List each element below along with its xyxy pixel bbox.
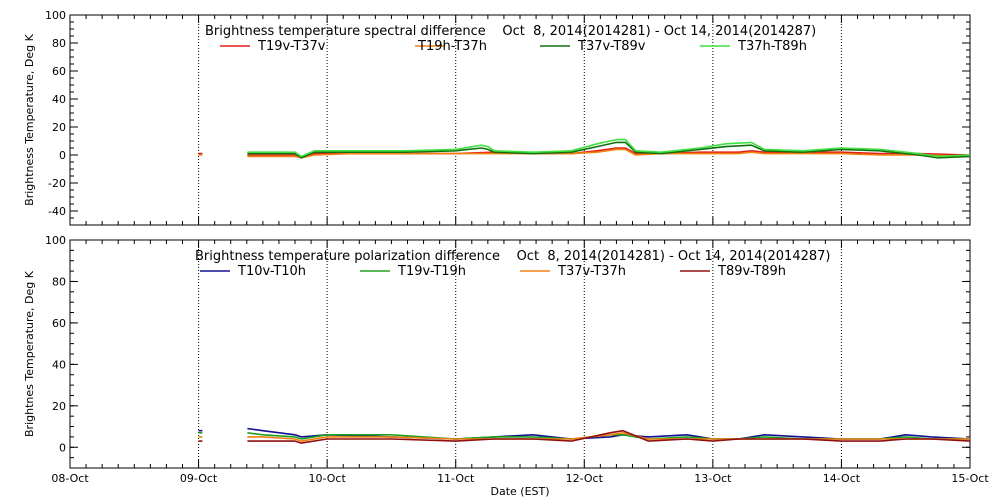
x-tick-label: 11-Oct [437,472,475,485]
chart-title: Brightness temperature polarization diff… [195,249,830,264]
y-tick-label: 0 [59,441,66,454]
spectral-difference-panel: Brightness temperature spectral differen… [23,9,971,226]
series-line-t37v-t37h [198,432,970,442]
y-tick-label: -20 [48,177,66,190]
series-line-t19h-t37h [198,148,971,159]
x-tick-label: 13-Oct [694,472,732,485]
x-tick-label: 14-Oct [823,472,861,485]
y-tick-label: 60 [52,317,66,330]
x-tick-label: 12-Oct [566,472,604,485]
y-tick-label: 80 [52,275,66,288]
legend-label: T19v-T37v [257,39,326,54]
y-tick-label: -40 [48,205,66,218]
plot-area-border [69,239,971,469]
y-tick-label: 0 [59,149,66,162]
legend-label: T19h-T37h [417,39,487,54]
y-tick-label: 60 [52,65,66,78]
series-line-t37h-t89h [247,138,971,158]
legend-label: T19v-T19h [397,264,466,279]
y-tick-label: 20 [52,121,66,134]
legend-label: T37v-T89v [577,39,646,54]
y-axis-label: Brightness Temperature, Deg K [23,33,36,205]
legend-label: T37h-T89h [737,39,807,54]
y-tick-label: 100 [45,9,66,22]
y-tick-label: 80 [52,37,66,50]
legend-label: T10v-T10h [237,264,306,279]
x-tick-label: 10-Oct [308,472,346,485]
series-line-t89v-t89h [198,429,971,444]
y-tick-label: 40 [52,93,66,106]
y-tick-label: 100 [45,234,66,247]
legend-label: T37v-T37h [557,264,626,279]
x-axis-label: Date (EST) [490,485,549,498]
series-line-t37v-t89v [247,141,971,159]
plot-area-border [69,14,971,226]
y-tick-label: 40 [52,358,66,371]
polarization-difference-panel: Brightness temperature polarization diff… [23,234,989,498]
y-tick-label: 20 [52,400,66,413]
chart-title: Brightness temperature spectral differen… [205,24,816,39]
y-axis-label: Brightnes Temperature, Deg K [23,270,36,437]
x-tick-label: 08-Oct [51,472,89,485]
x-tick-label: 09-Oct [180,472,218,485]
legend-label: T89v-T89h [717,264,786,279]
x-tick-label: 15-Oct [951,472,989,485]
